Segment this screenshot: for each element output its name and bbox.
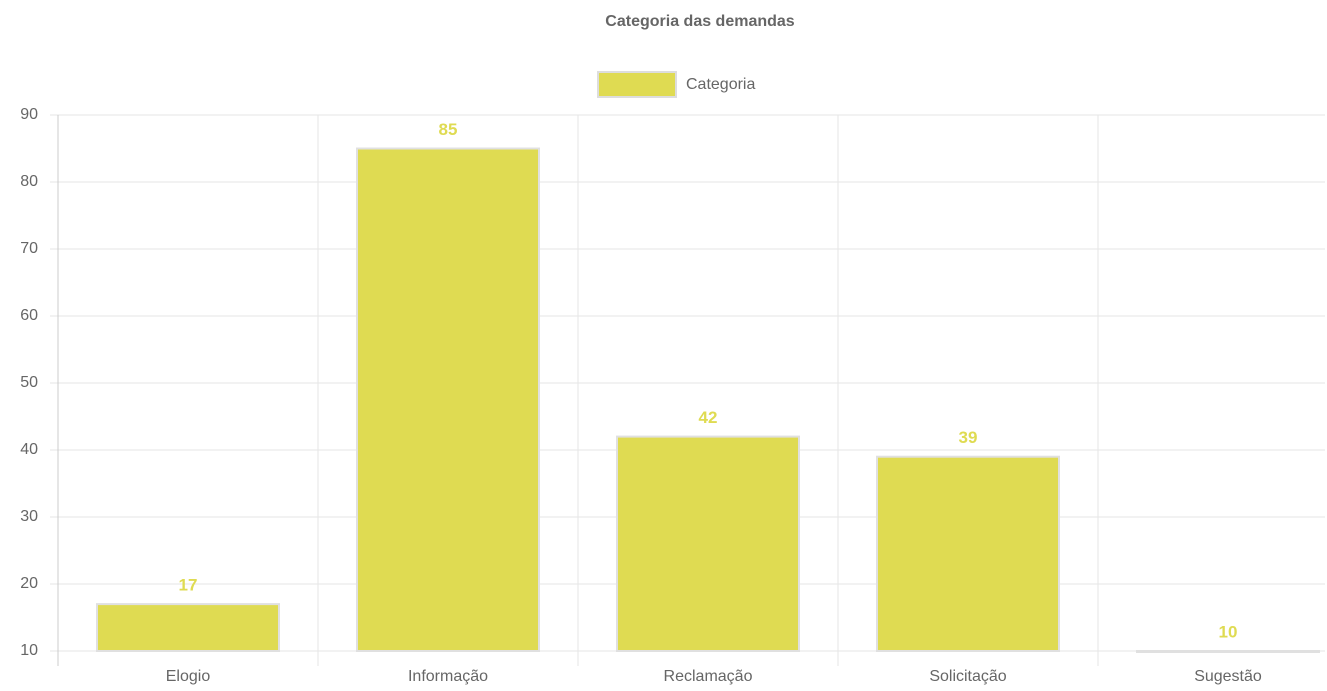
y-tick-label: 40 bbox=[20, 441, 38, 458]
x-tick-label: Elogio bbox=[166, 668, 211, 685]
y-tick-label: 50 bbox=[20, 374, 38, 391]
x-tick-label: Solicitação bbox=[929, 668, 1006, 685]
y-tick-label: 10 bbox=[20, 642, 38, 659]
x-tick-label: Sugestão bbox=[1194, 668, 1262, 685]
bar bbox=[876, 455, 1060, 653]
value-label: 85 bbox=[439, 120, 458, 139]
bar bbox=[96, 603, 280, 652]
value-label: 17 bbox=[179, 576, 198, 595]
bar bbox=[1136, 650, 1320, 653]
legend-label: Categoria bbox=[686, 76, 755, 93]
y-tick-label: 30 bbox=[20, 508, 38, 525]
y-tick-label: 80 bbox=[20, 173, 38, 190]
value-label: 39 bbox=[959, 428, 978, 447]
y-tick-label: 90 bbox=[20, 106, 38, 123]
legend-swatch bbox=[597, 71, 677, 98]
y-tick-label: 20 bbox=[20, 575, 38, 592]
y-tick-label: 60 bbox=[20, 307, 38, 324]
chart-title: Categoria das demandas bbox=[605, 13, 795, 30]
x-tick-label: Informação bbox=[408, 668, 488, 685]
bar bbox=[616, 435, 800, 652]
y-tick-label: 70 bbox=[20, 240, 38, 257]
x-tick-label: Reclamação bbox=[664, 668, 753, 685]
bar bbox=[356, 147, 540, 652]
value-label: 42 bbox=[699, 408, 718, 427]
value-label: 10 bbox=[1219, 622, 1238, 641]
